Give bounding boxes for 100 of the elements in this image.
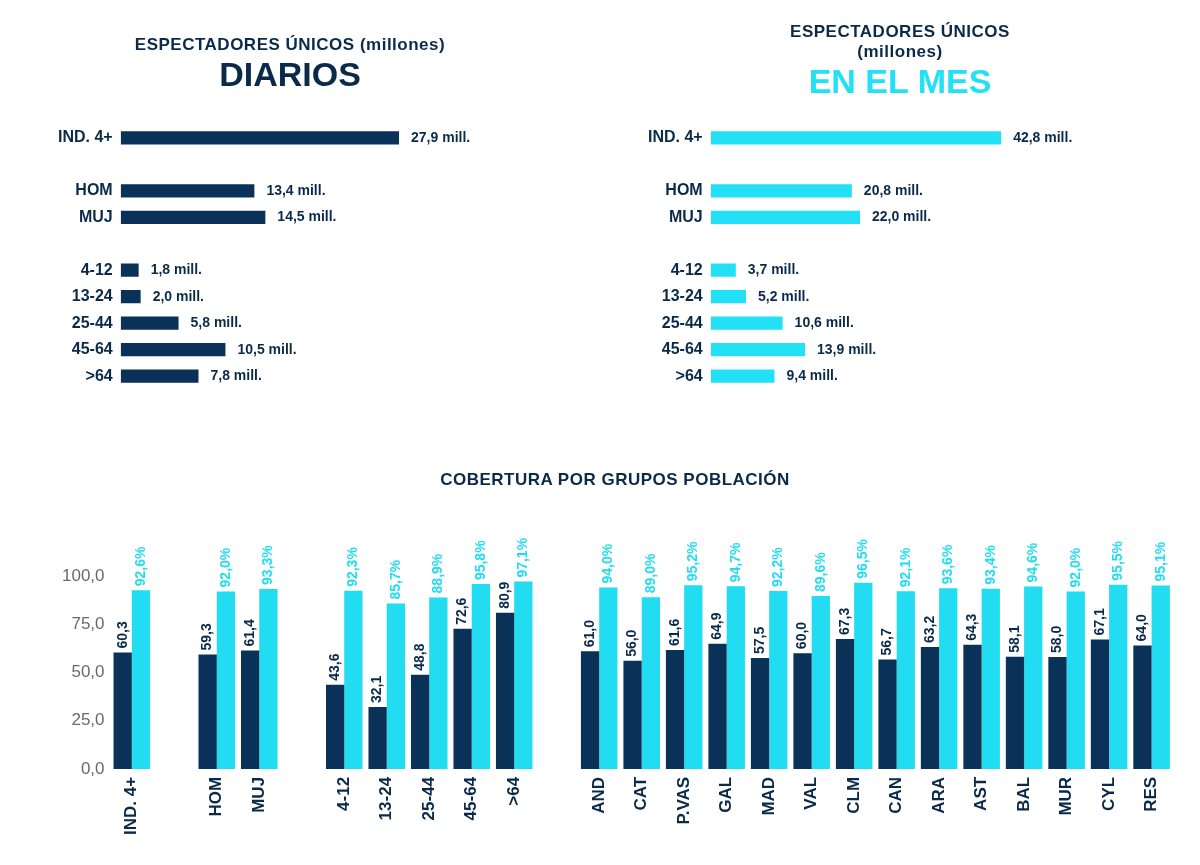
data-label: 5,2 mill. <box>757 287 810 304</box>
chart-subtitle: EN EL MES <box>807 62 993 100</box>
bar <box>514 581 533 769</box>
bar <box>623 660 642 769</box>
x-tick-label: 45-64 <box>461 776 481 821</box>
y-tick-label: 25-44 <box>71 313 113 331</box>
bar <box>580 651 600 769</box>
data-label: 58,0 <box>1048 625 1065 654</box>
data-label: 64,9 <box>708 612 725 640</box>
x-tick-label: CAN <box>886 776 906 814</box>
data-label: 95,1% <box>1151 541 1168 582</box>
data-label: 95,2% <box>684 541 701 582</box>
bar <box>878 659 897 769</box>
data-label: 20,8 mill. <box>863 181 923 198</box>
bar <box>920 646 940 769</box>
bar <box>710 316 783 330</box>
x-tick-label: AST <box>971 776 991 811</box>
data-label: 89,0% <box>641 552 658 594</box>
data-label: 3,7 mill. <box>747 261 800 278</box>
data-label: 88,9% <box>429 553 446 594</box>
data-label: 10,6 mill. <box>794 314 854 331</box>
data-label: 94,0% <box>599 543 616 584</box>
data-label: 67,3 <box>835 607 852 636</box>
x-tick-label: ARA <box>928 776 948 814</box>
bar <box>896 591 915 769</box>
data-label: 93,3% <box>259 544 276 585</box>
data-label: 59,3 <box>198 623 215 651</box>
data-label: 13,4 mill. <box>266 181 326 198</box>
y-tick-label: 25,0 <box>71 710 105 730</box>
y-tick-label: >64 <box>675 366 703 384</box>
data-label: 89,6% <box>811 551 828 593</box>
data-label: 92,2% <box>769 546 786 588</box>
data-label: 14,5 mill. <box>277 208 337 225</box>
bar <box>1133 645 1152 769</box>
x-tick-label: MUR <box>1056 776 1076 816</box>
bar <box>344 590 363 769</box>
data-label: 60,0 <box>793 621 810 650</box>
bar <box>710 184 852 198</box>
x-tick-label: BAL <box>1013 776 1033 812</box>
bar <box>641 597 660 769</box>
data-label: 1,8 mill. <box>150 261 203 278</box>
bar <box>495 612 515 769</box>
bar <box>471 584 490 769</box>
x-tick-label: CLM <box>843 776 863 814</box>
bar <box>131 590 151 769</box>
x-tick-label: CAT <box>631 776 651 811</box>
y-tick-label: 4-12 <box>670 260 703 278</box>
data-label: 64,3 <box>963 613 980 641</box>
data-label: 61,6 <box>665 618 682 647</box>
bar <box>963 644 982 769</box>
chart-title: ESPECTADORES ÚNICOS (millones) <box>789 22 1011 62</box>
y-tick-label: HOM <box>75 181 113 199</box>
x-tick-label: 4-12 <box>333 776 353 811</box>
bar <box>198 654 217 769</box>
y-tick-label: 13-24 <box>71 287 113 305</box>
bar <box>750 657 770 769</box>
data-label: 67,1 <box>1090 608 1107 636</box>
x-tick-label: RES <box>1141 776 1161 812</box>
x-tick-label: MUJ <box>248 776 268 813</box>
data-label: 57,5 <box>750 626 767 654</box>
data-label: 93,4% <box>981 544 998 585</box>
data-label: 94,7% <box>726 541 743 583</box>
bar <box>710 210 860 224</box>
bar <box>120 263 139 277</box>
data-label: 92,1% <box>896 546 913 588</box>
bar <box>120 290 141 304</box>
bar <box>981 588 1000 769</box>
bar <box>939 588 958 769</box>
bar <box>1066 591 1085 769</box>
data-label: 42,8 mill. <box>1013 128 1073 145</box>
data-label: 58,1 <box>1005 625 1022 653</box>
y-tick-label: MUJ <box>78 207 113 225</box>
x-tick-label: P.VAS <box>673 776 693 825</box>
data-label: 97,1% <box>514 537 531 578</box>
data-label: 32,1 <box>368 675 385 703</box>
bar <box>120 184 255 198</box>
data-label: 95,5% <box>1109 540 1126 581</box>
y-tick-label: 4-12 <box>80 260 113 278</box>
y-tick-label: MUJ <box>668 207 703 225</box>
bar <box>1024 586 1043 769</box>
chart-subtitle: DIARIOS <box>218 55 362 93</box>
bar <box>793 653 812 769</box>
data-label: 7,8 mill. <box>210 367 262 384</box>
data-label: 92,3% <box>344 546 361 587</box>
bar <box>710 290 746 304</box>
y-tick-label: 25-44 <box>661 313 703 331</box>
data-label: 9,4 mill. <box>786 367 838 384</box>
data-label: 95,8% <box>471 539 488 581</box>
bar <box>726 586 745 769</box>
data-label: 60,3 <box>113 621 130 649</box>
y-tick-label: HOM <box>665 181 703 199</box>
bar <box>599 587 618 769</box>
bar <box>854 582 873 769</box>
data-label: 85,7% <box>386 559 403 600</box>
bar <box>240 650 260 769</box>
bar <box>708 643 727 769</box>
y-tick-label: 50,0 <box>71 662 105 682</box>
y-tick-label: 75,0 <box>71 613 105 633</box>
x-tick-label: GAL <box>716 776 736 813</box>
data-label: 22,0 mill. <box>871 208 932 225</box>
